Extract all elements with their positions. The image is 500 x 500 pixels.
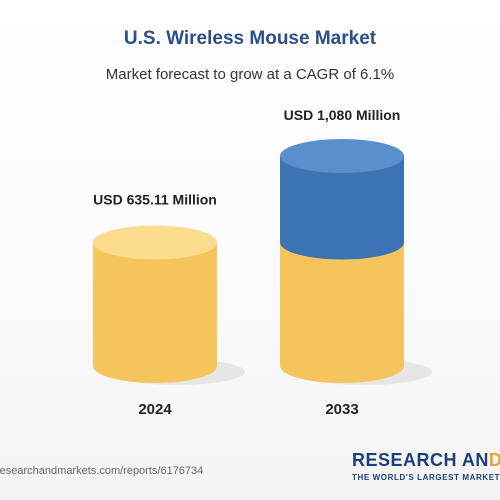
chart-subtitle: Market forecast to grow at a CAGR of 6.1… [105,66,395,83]
bar-2024 [93,242,217,383]
bar-2033-base-segment [280,242,404,383]
bar-2033-growth-segment [280,156,404,260]
bar-2024-top [93,225,217,260]
logo-accent: D [488,450,500,470]
data-label-2033: USD 1,080 Million [284,107,401,123]
bar-2033-top [280,139,404,173]
logo-tagline: THE WORLD'S LARGEST MARKET [352,473,500,482]
category-label-2024: 2024 [138,401,172,418]
source-url[interactable]: researchandmarkets.com/reports/6176734 [0,465,204,477]
data-label-2024: USD 635.11 Million [93,192,217,208]
chart-title: U.S. Wireless Mouse Market [123,28,377,49]
research-and-markets-logo: RESEARCH AND THE WORLD'S LARGEST MARKET [352,450,500,492]
logo-text: RESEARCH AN [352,450,489,470]
category-label-2033: 2033 [325,401,358,418]
